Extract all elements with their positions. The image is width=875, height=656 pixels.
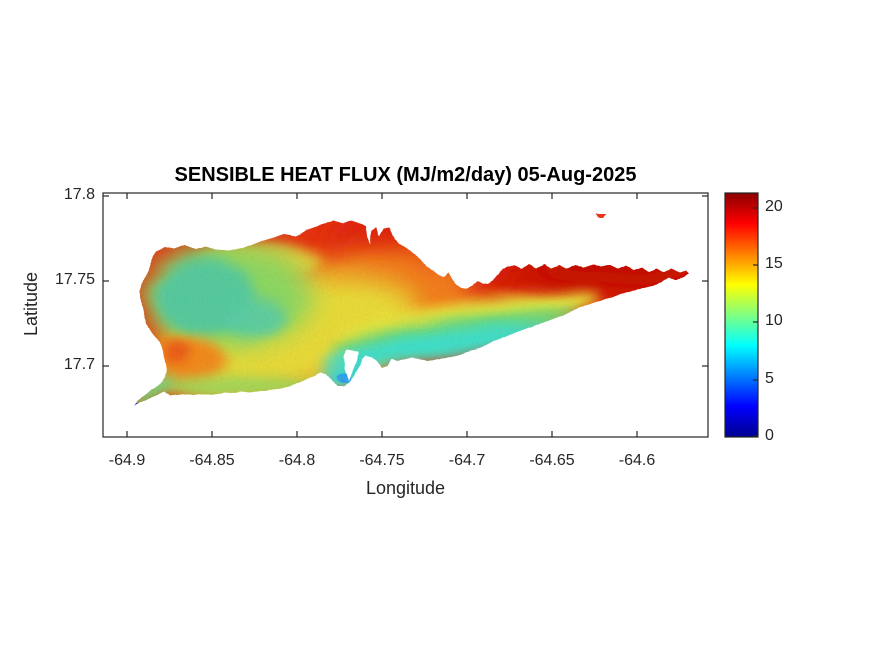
x-axis-label: Longitude bbox=[365, 478, 446, 498]
x-tick-label: -64.6 bbox=[618, 452, 656, 469]
colorbar-tick-label: 0 bbox=[765, 427, 774, 444]
y-tick-label: 17.8 bbox=[63, 186, 95, 203]
axis-ticks bbox=[103, 193, 708, 437]
colorbar-tick-label: 15 bbox=[765, 255, 783, 272]
colorbar-gradient bbox=[724, 192, 759, 438]
x-tick-label: -64.9 bbox=[108, 452, 146, 469]
island-heatmap bbox=[134, 213, 689, 406]
colorbar-tick-label: 10 bbox=[765, 312, 783, 329]
x-tick-label: -64.65 bbox=[529, 452, 575, 469]
axes-box bbox=[102, 192, 709, 438]
y-tick-label: 17.7 bbox=[63, 356, 95, 373]
offshore-islet bbox=[596, 213, 607, 217]
y-axis-label: Latitude bbox=[21, 271, 41, 337]
x-tick-label: -64.8 bbox=[278, 452, 316, 469]
plot-title: SENSIBLE HEAT FLUX (MJ/m2/day) 05-Aug-20… bbox=[174, 164, 637, 186]
y-tick-label: 17.75 bbox=[54, 271, 95, 288]
x-tick-label: -64.7 bbox=[448, 452, 486, 469]
speckle-texture bbox=[134, 222, 689, 406]
x-tick-label: -64.85 bbox=[189, 452, 235, 469]
plot-border bbox=[102, 192, 709, 438]
colorbar-tick-label: 20 bbox=[765, 198, 783, 215]
colorbar-ticks bbox=[753, 207, 758, 437]
colorbar bbox=[724, 192, 759, 438]
lagoon-notch-mask bbox=[343, 350, 360, 378]
x-tick-label: -64.75 bbox=[359, 452, 405, 469]
colorbar-tick-label: 5 bbox=[765, 370, 774, 387]
